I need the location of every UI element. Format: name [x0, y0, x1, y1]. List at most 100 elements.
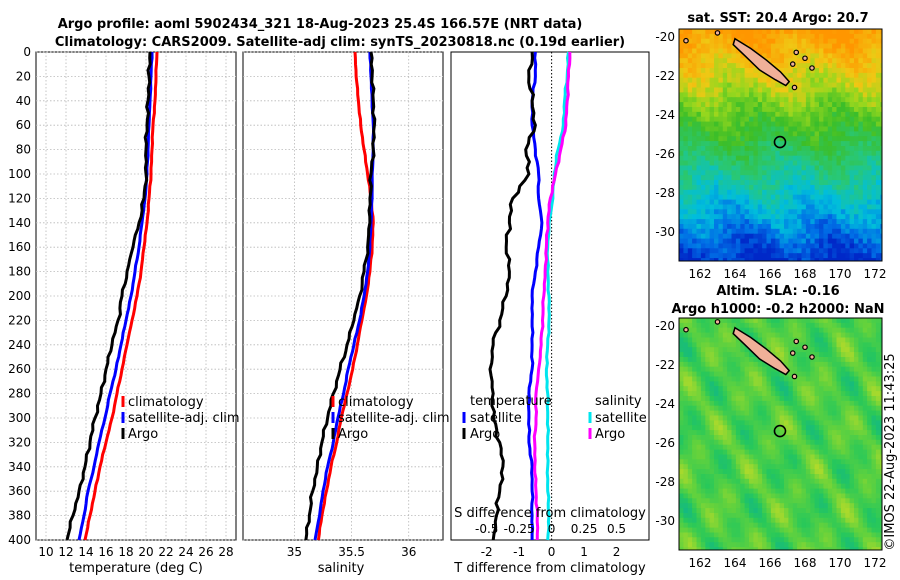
heatmap-cell	[757, 464, 763, 470]
heatmap-cell	[705, 405, 711, 412]
heatmap-cell	[722, 141, 728, 147]
heatmap-cell	[727, 175, 733, 181]
heatmap-cell	[784, 444, 789, 451]
heatmap-cell	[849, 469, 855, 475]
heatmap-cell	[762, 542, 768, 548]
heatmap-cell	[867, 126, 873, 132]
heatmap-cell	[727, 189, 733, 196]
heatmap-cell	[854, 483, 859, 490]
heatmap-cell	[735, 396, 741, 402]
heatmap-cell	[705, 410, 711, 417]
heatmap-cell	[801, 68, 807, 74]
heatmap-cell	[718, 435, 724, 441]
heatmap-cell	[735, 150, 741, 157]
heatmap-cell	[757, 243, 763, 249]
heatmap-cell	[797, 131, 803, 137]
heatmap-cell	[788, 214, 794, 220]
heatmap-cell	[862, 357, 868, 363]
heatmap-cell	[801, 175, 807, 181]
heatmap-cell	[840, 77, 846, 84]
heatmap-cell	[801, 508, 807, 514]
heatmap-cell	[692, 175, 698, 181]
heatmap-cell	[867, 366, 873, 373]
heatmap-cell	[722, 483, 728, 490]
heatmap-cell	[862, 116, 868, 123]
heatmap-cell	[845, 97, 851, 103]
heatmap-cell	[692, 527, 698, 534]
heatmap-cell	[722, 82, 728, 89]
heatmap-cell	[740, 126, 746, 132]
t-difference-tick-label: -2	[481, 545, 493, 559]
heatmap-cell	[792, 376, 798, 382]
heatmap-cell	[718, 376, 724, 382]
heatmap-cell	[827, 478, 833, 485]
heatmap-cell	[801, 444, 807, 451]
heatmap-cell	[683, 116, 689, 123]
heatmap-cell	[810, 146, 816, 152]
heatmap-cell	[779, 33, 785, 40]
heatmap-cell	[854, 532, 859, 538]
heatmap-cell	[836, 342, 842, 348]
heatmap-cell	[871, 425, 877, 431]
heatmap-cell	[727, 136, 733, 142]
heatmap-cell	[718, 72, 724, 79]
heatmap-cell	[792, 53, 798, 59]
island-land	[793, 49, 800, 56]
heatmap-cell	[735, 376, 741, 382]
heatmap-cell	[753, 435, 759, 441]
heatmap-cell	[797, 224, 803, 230]
heatmap-cell	[696, 204, 702, 210]
heatmap-cell	[880, 141, 882, 147]
depth-tick-label: 140	[8, 216, 31, 230]
heatmap-cell	[819, 160, 824, 167]
heatmap-cell	[792, 430, 798, 436]
heatmap-cell	[779, 405, 785, 412]
heatmap-cell	[832, 121, 838, 128]
heatmap-cell	[709, 189, 715, 196]
heatmap-cell	[700, 243, 706, 249]
heatmap-cell	[766, 189, 772, 196]
heatmap-cell	[801, 357, 807, 363]
heatmap-cell	[735, 337, 741, 343]
heatmap-cell	[753, 425, 759, 431]
heatmap-cell	[880, 332, 882, 339]
heatmap-cell	[867, 532, 873, 538]
heatmap-cell	[709, 238, 715, 245]
heatmap-cell	[792, 107, 798, 113]
heatmap-cell	[687, 488, 693, 495]
heatmap-cell	[714, 332, 719, 339]
heatmap-cell	[762, 400, 768, 407]
heatmap-cell	[722, 185, 728, 191]
heatmap-cell	[775, 107, 781, 113]
heatmap-cell	[775, 131, 781, 137]
heatmap-cell	[718, 522, 724, 529]
heatmap-cell	[679, 371, 684, 378]
heatmap-cell	[714, 219, 719, 225]
heatmap-cell	[766, 459, 772, 465]
heatmap-cell	[845, 111, 851, 118]
heatmap-cell	[744, 204, 750, 210]
heatmap-cell	[687, 160, 693, 167]
heatmap-cell	[858, 542, 864, 548]
heatmap-cell	[700, 474, 706, 480]
heatmap-cell	[875, 146, 881, 152]
heatmap-cell	[722, 214, 728, 220]
heatmap-cell	[810, 503, 816, 509]
heatmap-cell	[788, 415, 794, 421]
heatmap-cell	[766, 532, 772, 538]
heatmap-cell	[692, 58, 698, 64]
heatmap-cell	[696, 97, 702, 103]
heatmap-cell	[819, 185, 824, 191]
heatmap-cell	[749, 219, 754, 225]
heatmap-cell	[727, 238, 733, 245]
heatmap-cell	[867, 400, 873, 407]
heatmap-cell	[788, 376, 794, 382]
heatmap-cell	[849, 189, 855, 196]
heatmap-cell	[858, 77, 864, 84]
heatmap-cell	[696, 185, 702, 191]
heatmap-cell	[766, 48, 772, 54]
heatmap-cell	[832, 43, 838, 50]
heatmap-cell	[683, 318, 689, 324]
heatmap-cell	[858, 131, 864, 137]
heatmap-cell	[849, 498, 855, 504]
